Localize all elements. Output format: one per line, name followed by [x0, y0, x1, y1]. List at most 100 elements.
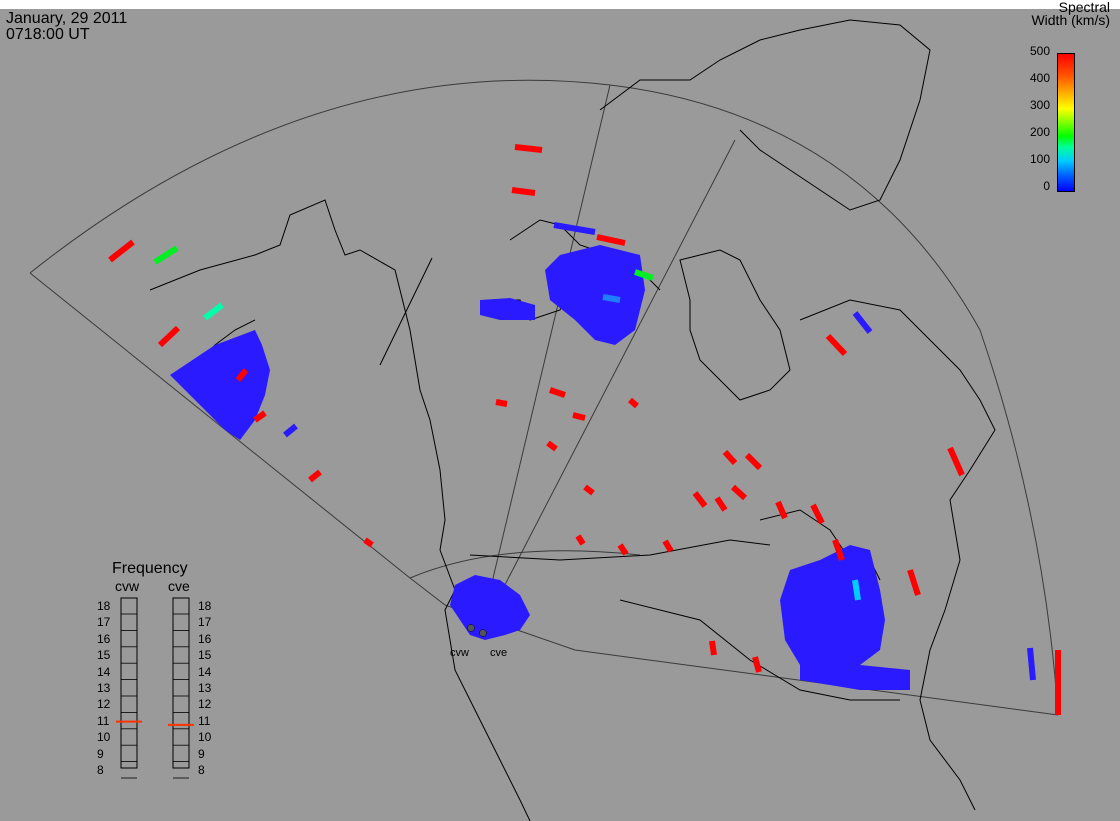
echo-band [511, 187, 536, 196]
echo-band [549, 387, 566, 398]
cve-frequency-level: 11 [198, 713, 211, 728]
cve-frequency-level: 10 [198, 730, 212, 745]
echo-band [575, 534, 586, 546]
echo-band [692, 491, 708, 508]
echo-band [744, 452, 763, 471]
cve-frequency-bar [172, 597, 190, 769]
echo-band [108, 239, 135, 263]
echo-band [1027, 647, 1036, 681]
date-label: January, 29 2011 [6, 10, 128, 27]
radar-echoes [108, 144, 1061, 715]
cvw-frequency-bar [120, 597, 138, 769]
cvw-site-label: cvw [450, 647, 469, 659]
cve-frequency-level: 13 [198, 681, 212, 695]
cve-frequency-level: 18 [198, 599, 212, 613]
echo-band [810, 503, 825, 525]
echo-band [546, 440, 558, 452]
echo-band [775, 500, 788, 520]
echo-band [153, 245, 179, 265]
echo-band [596, 234, 626, 246]
echo-band [709, 640, 717, 656]
echo-band [852, 579, 861, 601]
map-background [0, 9, 1120, 821]
fov-beam-line-2 [479, 84, 611, 634]
echo-band [203, 302, 224, 321]
cve-frequency-level: 16 [198, 631, 212, 646]
cvw-frequency-level: 13 [97, 681, 111, 695]
colorbar-tick: 0 [1043, 179, 1050, 193]
cvw-frequency-label: cvw [115, 578, 140, 594]
echo-band [553, 222, 596, 235]
colorbar-tick: 400 [1029, 71, 1050, 85]
echo-band [495, 399, 508, 407]
cvw-frequency-level: 8 [97, 763, 104, 777]
gulf-coast [619, 599, 900, 701]
echo-band [907, 569, 921, 596]
echo-band [583, 484, 595, 496]
echo-band [714, 496, 728, 512]
echo-band [628, 397, 639, 409]
echo-band [363, 537, 374, 548]
boundaries [379, 257, 771, 561]
cvw-frequency-level: 17 [97, 615, 111, 630]
echo-band [514, 144, 543, 153]
echo-band [572, 412, 586, 421]
echo-band [825, 333, 848, 357]
cvw-frequency-level: 15 [97, 648, 111, 663]
echo-band [752, 656, 762, 673]
echo-band [722, 449, 738, 466]
frequency-title: Frequency [112, 560, 188, 577]
echo-cluster [450, 575, 530, 640]
colorbar-tick: 200 [1029, 125, 1050, 139]
greenland-coast [599, 19, 931, 211]
cve-site-label: cve [490, 647, 508, 659]
echo-band [602, 294, 621, 303]
cvw-frequency-level: 14 [97, 664, 111, 679]
echo-band [617, 543, 629, 556]
cve-frequency-level: 14 [198, 664, 212, 679]
echo-band [235, 368, 249, 382]
colorbar-tick: 300 [1029, 98, 1050, 112]
cvw-site-marker [467, 624, 475, 632]
echo-band [832, 539, 845, 561]
echo-cluster [545, 245, 645, 345]
colorbar-title-line1: Spectral [1058, 0, 1110, 15]
echo-cluster [480, 298, 535, 320]
echo-band [947, 446, 965, 477]
echo-band [157, 325, 181, 348]
echo-band [852, 311, 873, 334]
colorbar-tick: 100 [1029, 152, 1050, 166]
echo-band [283, 423, 298, 438]
us-canada-border [469, 539, 771, 561]
echo-band [253, 410, 267, 423]
fov-outer-arc [29, 79, 1059, 716]
cvw-frequency-level: 11 [97, 713, 110, 728]
echo-cluster [780, 545, 885, 670]
cve-frequency-level: 17 [198, 615, 212, 630]
echo-band [730, 484, 748, 501]
colorbar [1057, 53, 1075, 192]
cve-frequency-level: 9 [198, 746, 205, 761]
west-coast [149, 199, 531, 821]
east-coast [799, 299, 996, 811]
cvw-frequency-level: 18 [97, 599, 111, 613]
echo-band [634, 269, 654, 281]
echo-cluster [800, 660, 910, 690]
echo-cluster [170, 330, 270, 440]
echo-band [308, 469, 322, 483]
cve-frequency-level: 12 [198, 697, 212, 712]
cve-site-marker [479, 629, 487, 637]
frequency-ticks [121, 613, 189, 779]
colorbar-title-line2: Width (km/s) [1031, 12, 1110, 28]
cve-frequency-level: 8 [198, 763, 205, 777]
cvw-frequency-level: 10 [97, 730, 111, 745]
echo-band [662, 539, 674, 553]
cvw-frequency-level: 16 [97, 631, 111, 646]
cve-frequency-level: 15 [198, 648, 212, 663]
cvw-frequency-level: 12 [97, 697, 111, 712]
fov-near-arc [409, 550, 641, 579]
fov-beam-line-1 [479, 139, 736, 634]
hudson-bay [679, 249, 791, 401]
